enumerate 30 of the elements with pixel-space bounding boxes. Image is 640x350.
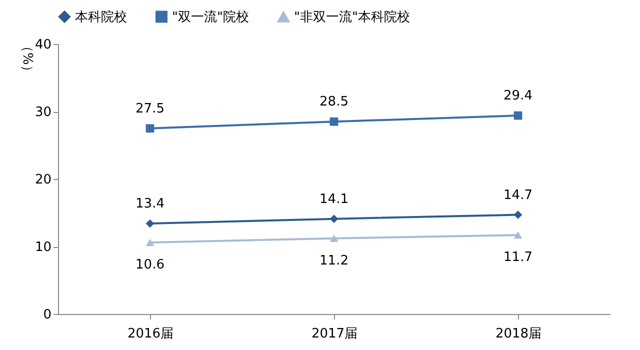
y-tick-label: 30 (34, 105, 52, 120)
y-tick-label: 0 (43, 308, 52, 322)
y-tick-label: 20 (34, 172, 52, 188)
y-tick-label: 40 (34, 38, 52, 52)
point (330, 234, 338, 242)
data-label: 11.7 (504, 250, 532, 266)
x-tick-label: 2017届 (311, 326, 358, 342)
y-tick-label: 10 (34, 240, 52, 255)
y-axis-title: （%） (20, 40, 34, 78)
data-label: 14.1 (320, 192, 348, 207)
point (514, 210, 522, 219)
point (330, 117, 338, 126)
x-tick-label: 2018届 (495, 326, 542, 342)
point (514, 111, 522, 120)
legend-label: "双一流"院校 (172, 8, 249, 25)
legend-label: 本科院校 (75, 10, 127, 25)
data-label: 13.4 (136, 196, 164, 212)
data-label: 11.2 (320, 253, 348, 268)
point (146, 124, 154, 133)
data-label: 28.5 (320, 94, 348, 110)
point (330, 214, 338, 224)
point (146, 219, 154, 228)
data-label: 14.7 (504, 188, 532, 203)
point (514, 231, 522, 239)
x-tick-label: 2016届 (127, 326, 174, 342)
legend-label: "非双一流"本科院校 (294, 9, 410, 26)
point (146, 238, 154, 246)
data-label: 27.5 (136, 101, 164, 116)
data-label: 10.6 (136, 257, 164, 272)
data-label: 29.4 (504, 88, 532, 104)
